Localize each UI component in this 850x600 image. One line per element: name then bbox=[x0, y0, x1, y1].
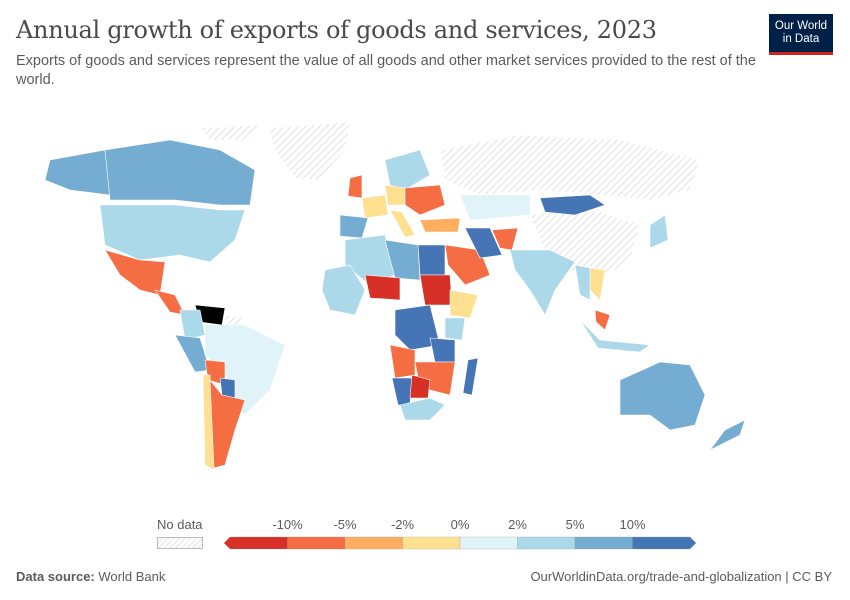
logo-line-2: in Data bbox=[782, 33, 820, 45]
legend-tick-label: -2% bbox=[390, 517, 415, 532]
country-scandinavia[interactable] bbox=[384, 149, 431, 191]
country-angola[interactable] bbox=[389, 344, 416, 379]
country-usa[interactable] bbox=[99, 204, 246, 263]
country-chile[interactable] bbox=[202, 374, 215, 471]
country-botswana[interactable] bbox=[409, 374, 431, 399]
legend-tick-label: 0% bbox=[450, 517, 470, 532]
legend-bin[interactable] bbox=[344, 536, 403, 550]
chart-subtitle: Exports of goods and services represent … bbox=[16, 53, 756, 88]
country-russia[interactable] bbox=[439, 134, 701, 201]
owid-logo[interactable]: Our World in Data bbox=[769, 14, 833, 55]
legend-tick-label: 5% bbox=[565, 517, 585, 532]
country-kazakhstan[interactable] bbox=[459, 194, 531, 221]
world-map bbox=[44, 121, 746, 471]
country-indonesia[interactable] bbox=[579, 319, 651, 353]
country-madagascar[interactable] bbox=[462, 357, 479, 396]
footer-link[interactable]: OurWorldinData.org/trade-and-globalizati… bbox=[530, 569, 832, 584]
country-eastern-europe[interactable] bbox=[404, 184, 446, 216]
legend-bin[interactable] bbox=[574, 536, 633, 550]
legend-bin[interactable] bbox=[459, 536, 518, 550]
data-source-label: Data source: bbox=[16, 569, 95, 584]
country-zambia-mozambique[interactable] bbox=[414, 361, 456, 396]
country-ethiopia[interactable] bbox=[449, 289, 479, 319]
country-drc[interactable] bbox=[394, 304, 441, 351]
legend-tick-label: 10% bbox=[619, 517, 646, 532]
legend-bin[interactable] bbox=[223, 536, 288, 550]
legend-bin[interactable] bbox=[517, 536, 576, 550]
country-japan[interactable] bbox=[649, 214, 669, 249]
country-france[interactable] bbox=[361, 194, 389, 219]
country-turkey[interactable] bbox=[419, 217, 461, 233]
data-source-value[interactable]: World Bank bbox=[98, 569, 166, 584]
country-alaska[interactable] bbox=[44, 149, 111, 196]
data-source: Data source: World Bank bbox=[16, 569, 165, 584]
country-iran[interactable] bbox=[464, 227, 503, 259]
country-west-africa[interactable] bbox=[321, 264, 366, 316]
country-libya[interactable] bbox=[384, 239, 421, 281]
legend-no-data-swatch[interactable] bbox=[157, 537, 203, 549]
country-south-africa[interactable] bbox=[399, 397, 446, 421]
country-mali-niger[interactable] bbox=[364, 274, 401, 301]
chart-title: Annual growth of exports of goods and se… bbox=[16, 16, 657, 44]
country-kenya[interactable] bbox=[444, 317, 466, 341]
legend-bin[interactable] bbox=[402, 536, 461, 550]
country-italy[interactable] bbox=[389, 209, 416, 238]
legend-bin[interactable] bbox=[632, 536, 697, 550]
country-mongolia[interactable] bbox=[539, 194, 606, 216]
country-australia[interactable] bbox=[619, 361, 706, 431]
country-malaysia[interactable] bbox=[594, 309, 611, 331]
logo-line-1: Our World bbox=[774, 20, 828, 32]
legend-tick-label: 2% bbox=[508, 517, 527, 532]
country-se-asia[interactable] bbox=[574, 264, 591, 301]
legend-bin[interactable] bbox=[287, 536, 346, 550]
country-arctic-islands[interactable] bbox=[199, 124, 261, 141]
country-canada[interactable] bbox=[104, 139, 256, 206]
legend-tick-label: -5% bbox=[333, 517, 357, 532]
legend-tick-label: -10% bbox=[272, 517, 303, 532]
country-argentina[interactable] bbox=[209, 379, 246, 469]
country-new-zealand[interactable] bbox=[709, 419, 746, 451]
country-greenland[interactable] bbox=[267, 121, 351, 181]
legend-no-data-label: No data bbox=[157, 517, 203, 532]
country-india[interactable] bbox=[509, 249, 576, 316]
